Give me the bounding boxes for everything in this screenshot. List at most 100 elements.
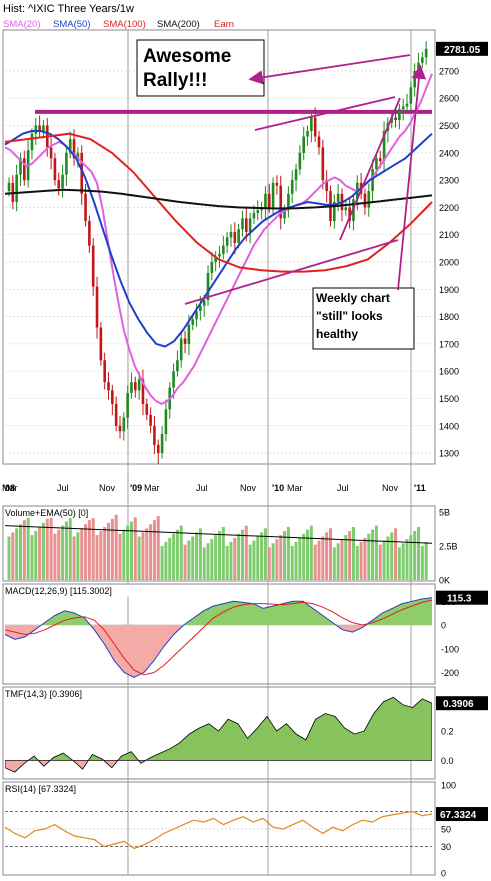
candle-body bbox=[57, 180, 61, 189]
volume-bar bbox=[183, 544, 187, 580]
volume-bar bbox=[26, 516, 30, 580]
volume-bar bbox=[225, 546, 229, 580]
macd-signal-line bbox=[4, 599, 433, 676]
volume-bar bbox=[118, 533, 122, 580]
candle-body bbox=[218, 253, 221, 257]
volume-bar bbox=[351, 526, 355, 580]
volume-tick-label: 5B bbox=[439, 508, 450, 518]
price-tick-label: 2700 bbox=[439, 66, 459, 76]
candle-body bbox=[348, 207, 351, 222]
candle-body bbox=[214, 256, 217, 263]
volume-bar bbox=[103, 526, 107, 580]
volume-bar bbox=[424, 541, 428, 580]
volume-bar bbox=[76, 532, 80, 580]
weekly-chart-callout: Weekly chart "still" looks healthy bbox=[312, 287, 415, 350]
volume-bar bbox=[290, 546, 294, 580]
volume-bar bbox=[413, 531, 417, 580]
candle-body bbox=[306, 130, 309, 137]
volume-bar bbox=[64, 521, 68, 580]
volume-bar bbox=[344, 535, 348, 580]
volume-bar bbox=[401, 543, 405, 580]
volume-bar bbox=[237, 533, 241, 580]
candle-body bbox=[30, 133, 34, 151]
price-tick-label: 2000 bbox=[439, 258, 459, 268]
candle-body bbox=[413, 70, 416, 88]
candle-body bbox=[401, 106, 405, 110]
volume-bar bbox=[298, 537, 302, 580]
volume-bar bbox=[221, 526, 225, 580]
volume-bar bbox=[61, 525, 65, 580]
rsi-tick-label: 100 bbox=[441, 781, 456, 791]
macd-area-negative bbox=[5, 625, 432, 678]
candle-body bbox=[290, 180, 294, 194]
volume-bar bbox=[122, 529, 126, 580]
candle-body bbox=[199, 305, 202, 312]
legend-sma100: SMA(100) bbox=[103, 19, 146, 30]
candle-body bbox=[409, 87, 413, 104]
candle-body bbox=[421, 57, 424, 63]
price-tick-label: 2300 bbox=[439, 176, 459, 186]
candle-body bbox=[23, 158, 26, 181]
candle-body bbox=[375, 158, 378, 170]
candle-body bbox=[241, 218, 244, 230]
macd-tick-label: 0 bbox=[441, 621, 446, 631]
volume-bar bbox=[248, 544, 252, 580]
candle-body bbox=[61, 174, 64, 189]
sma100-line bbox=[4, 132, 433, 273]
candle-body bbox=[130, 382, 133, 394]
candle-body bbox=[103, 360, 106, 383]
candle-body bbox=[176, 360, 179, 372]
candle-body bbox=[229, 231, 233, 238]
macd-line bbox=[4, 597, 433, 678]
volume-bar bbox=[137, 536, 141, 580]
macd-title: MACD(12,26,9) [115.3002] bbox=[5, 586, 112, 596]
candle-body bbox=[336, 193, 340, 202]
candle-body bbox=[394, 117, 397, 121]
awesome-rally-box bbox=[136, 39, 265, 97]
volume-bar bbox=[91, 516, 95, 580]
candle-body bbox=[363, 193, 367, 208]
x-tick-label: '08 bbox=[3, 483, 15, 493]
candle-body bbox=[38, 125, 41, 131]
price-tick-label: 1400 bbox=[439, 421, 459, 431]
volume-ema-line bbox=[4, 525, 433, 544]
weekly-line-2: "still" looks bbox=[316, 309, 383, 323]
candle-body bbox=[225, 237, 229, 246]
candle-body bbox=[118, 425, 122, 432]
candle-body bbox=[137, 379, 141, 391]
volume-bar bbox=[233, 537, 237, 580]
candle-body bbox=[160, 433, 164, 454]
candle-body bbox=[325, 180, 328, 192]
volume-bar bbox=[275, 539, 279, 580]
candle-body bbox=[141, 379, 145, 404]
volume-bar bbox=[367, 533, 371, 580]
volume-bar bbox=[191, 536, 195, 580]
price-gridlines bbox=[5, 70, 432, 454]
volume-bar bbox=[348, 531, 352, 580]
rsi-last-badge bbox=[436, 807, 488, 822]
candle-body bbox=[237, 229, 240, 243]
volume-bar bbox=[18, 524, 22, 580]
candle-body bbox=[191, 319, 195, 325]
volume-bar bbox=[214, 535, 218, 580]
candle-body bbox=[164, 409, 168, 434]
volume-bar bbox=[110, 518, 114, 580]
price-last-badge bbox=[436, 41, 488, 56]
macd-last-badge bbox=[436, 590, 488, 605]
candle-body bbox=[283, 210, 286, 219]
volume-bar bbox=[378, 544, 382, 580]
candle-body bbox=[111, 390, 114, 404]
volume-bar bbox=[99, 531, 103, 580]
volume-bar bbox=[15, 528, 19, 580]
price-tick-label: 2600 bbox=[439, 94, 459, 104]
awesome-text: Awesome bbox=[143, 46, 231, 67]
candle-body bbox=[256, 210, 260, 213]
candle-body bbox=[19, 158, 22, 175]
candle-body bbox=[145, 403, 149, 415]
volume-bar bbox=[309, 525, 313, 580]
volume-bar bbox=[45, 518, 49, 580]
price-tick-label: 2500 bbox=[439, 121, 459, 131]
arrow-to-awesome-box bbox=[248, 54, 411, 85]
volume-bar bbox=[38, 526, 42, 580]
